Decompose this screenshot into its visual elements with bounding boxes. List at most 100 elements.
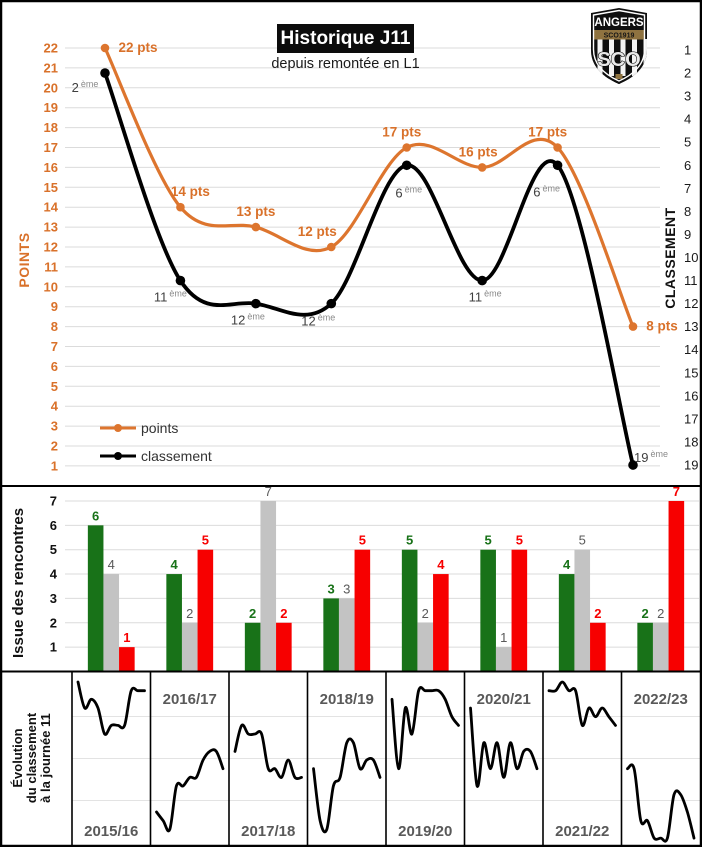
rank-evolution-sparklines: 2015/16 2016/17 2017/18 2018/19 2019/20 2020/… <box>71 671 700 846</box>
bar-value-label: 4 <box>437 557 445 572</box>
bar-victoires <box>401 549 418 672</box>
bar-axis-tick: 6 <box>50 518 57 533</box>
points-axis-tick: 21 <box>44 60 58 75</box>
points-axis-title: POINTS <box>16 232 32 287</box>
bar-victoires <box>87 525 104 672</box>
bar-défaites <box>197 549 214 672</box>
crest-band-text: SCO1919 <box>604 33 635 40</box>
classement-axis-tick: 1 <box>684 43 691 58</box>
points-axis-tick: 9 <box>51 299 58 314</box>
bar-défaites <box>276 622 292 672</box>
classement-marker <box>401 160 412 171</box>
points-axis-tick: 15 <box>44 180 58 195</box>
classement-axis-tick: 11 <box>684 273 698 288</box>
classement-marker <box>552 160 563 171</box>
points-axis-tick: 6 <box>51 359 58 374</box>
bar-victoires <box>480 549 496 672</box>
points-axis-tick: 7 <box>51 339 58 354</box>
bar-value-label: 3 <box>328 581 335 596</box>
bar-défaites <box>433 574 449 672</box>
classement-axis-tick: 16 <box>684 388 698 403</box>
bar-axis-tick: 2 <box>50 615 57 630</box>
classement-axis-tick: 12 <box>684 296 698 311</box>
points-value-label: 8 pts <box>646 319 678 334</box>
bar-axis-tick: 1 <box>50 640 57 655</box>
sparkline <box>547 680 617 727</box>
crest-initials: SCO <box>597 49 640 71</box>
classement-value-label: 11 ème <box>154 289 187 305</box>
points-marker <box>251 222 261 232</box>
points-value-label: 17 pts <box>528 125 567 140</box>
bar-value-label: 5 <box>202 533 209 548</box>
classement-value-label: 12 ème <box>231 312 265 328</box>
classement-marker <box>628 460 638 470</box>
points-value-label: 22 pts <box>118 40 157 55</box>
bar-nuls <box>260 500 277 672</box>
sparkline <box>233 723 303 781</box>
bar-value-label: 1 <box>500 630 507 645</box>
classement-axis-tick: 2 <box>684 66 691 81</box>
bar-défaites <box>354 549 371 672</box>
chart-title-badge: Historique J11 <box>277 24 414 53</box>
shield-inner-line <box>592 9 646 82</box>
classement-axis-tick: 17 <box>684 411 698 426</box>
points-marker <box>326 242 336 252</box>
bar-value-label: 3 <box>343 581 350 596</box>
bar-value-label: 2 <box>422 606 429 621</box>
points-axis-tick: 13 <box>44 220 58 235</box>
bar-axis-tick: 3 <box>50 591 57 606</box>
classement-marker <box>326 298 337 309</box>
classement-axis-tick: 5 <box>684 135 691 150</box>
points-axis-tick: 12 <box>44 240 58 255</box>
bar-value-label: 5 <box>359 533 366 548</box>
crest-club-name: ANGERS <box>594 17 644 29</box>
club-crest-icon: ANGERS SCO1919 SCO <box>591 8 647 84</box>
classement-value-label: 2 ème <box>72 79 99 95</box>
sparkline <box>312 737 382 834</box>
bar-value-label: 4 <box>171 557 179 572</box>
points-axis-tick: 18 <box>44 120 58 135</box>
season-label: 2018/19 <box>320 691 374 708</box>
bar-value-label: 1 <box>123 630 130 645</box>
points-marker <box>176 202 185 212</box>
classement-axis-tick: 3 <box>684 89 691 104</box>
classement-value-label: 6 ème <box>395 184 422 200</box>
bar-défaites <box>511 549 528 672</box>
season-label: 2017/18 <box>241 823 295 840</box>
sparkline <box>626 763 696 843</box>
bar-nuls <box>652 622 669 672</box>
classement-value-label: 6 ème <box>533 183 560 199</box>
sparkline <box>155 748 225 833</box>
points-marker <box>553 143 562 152</box>
bar-value-label: 5 <box>485 533 492 548</box>
bar-nuls <box>181 622 198 672</box>
bar-nuls <box>495 647 512 672</box>
classement-value-label: 11 ème <box>469 289 502 305</box>
season-label: 2020/21 <box>477 691 531 708</box>
bar-value-label: 4 <box>563 557 571 572</box>
classement-axis-tick: 10 <box>684 250 698 265</box>
bar-value-label: 2 <box>249 606 256 621</box>
points-marker <box>477 163 487 172</box>
classement-marker <box>477 275 487 286</box>
classement-axis-tick: 14 <box>684 342 698 357</box>
spark-axis-title-line3: à la journée 11 <box>38 713 53 803</box>
classement-axis-tick: 7 <box>684 181 691 196</box>
bar-value-label: 6 <box>92 508 99 523</box>
classement-marker <box>251 298 261 309</box>
bar-nuls <box>417 622 434 672</box>
classement-axis-tick: 19 <box>684 458 698 473</box>
bar-value-label: 2 <box>642 606 649 621</box>
chart-subtitle: depuis remontée en L1 <box>271 56 420 72</box>
spark-axis-title-line1: Évolution <box>10 728 25 787</box>
bar-value-label: 5 <box>406 533 413 548</box>
points-axis-tick: 4 <box>51 399 59 414</box>
points-axis-tick: 2 <box>51 439 58 454</box>
bar-value-label: 2 <box>594 606 601 621</box>
bar-défaites <box>590 622 606 672</box>
classement-marker <box>100 68 110 78</box>
bar-value-label: 7 <box>265 484 272 499</box>
